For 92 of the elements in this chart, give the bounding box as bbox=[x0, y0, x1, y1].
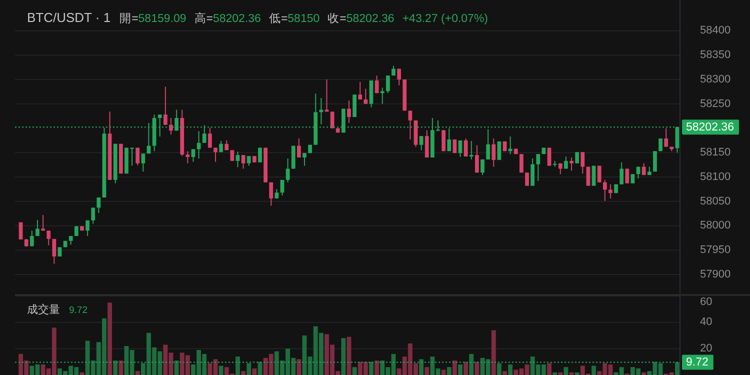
candlestick bbox=[347, 100, 351, 124]
candlestick bbox=[570, 156, 574, 172]
candlestick bbox=[136, 147, 140, 166]
candlestick bbox=[480, 158, 484, 176]
candlestick bbox=[369, 80, 374, 108]
candlestick bbox=[352, 94, 357, 118]
y-tick-label: 20 bbox=[700, 342, 712, 355]
candlestick bbox=[36, 219, 40, 236]
candlestick bbox=[191, 148, 196, 162]
annotation: 9.72 bbox=[69, 305, 88, 316]
annotation: 低=58150 bbox=[268, 12, 320, 25]
candlestick bbox=[246, 156, 251, 166]
candlestick bbox=[592, 165, 596, 186]
y-tick-label: 58350 bbox=[700, 49, 731, 61]
candlestick bbox=[236, 151, 240, 168]
candlestick bbox=[625, 168, 630, 184]
candlestick bbox=[296, 138, 301, 158]
annotation: 收=58202.36 bbox=[328, 12, 394, 25]
candlestick bbox=[525, 172, 529, 186]
candlestick bbox=[186, 150, 190, 164]
y-tick-label: 58100 bbox=[700, 170, 731, 183]
candlestick bbox=[30, 230, 34, 247]
candlestick bbox=[86, 220, 90, 236]
annotation: 高=58202.36 bbox=[194, 11, 261, 25]
candlestick bbox=[380, 87, 384, 104]
candlestick bbox=[630, 174, 635, 184]
candlestick bbox=[475, 144, 479, 174]
candlestick bbox=[214, 147, 218, 162]
candlestick bbox=[324, 78, 329, 112]
candlestick bbox=[141, 153, 146, 172]
candlestick bbox=[580, 152, 585, 174]
ref-line-label: 9.72 bbox=[686, 356, 708, 369]
candlestick bbox=[564, 156, 568, 170]
candlestick bbox=[442, 130, 446, 152]
candlestick bbox=[374, 75, 379, 94]
candlestick bbox=[508, 136, 512, 155]
candlestick bbox=[469, 140, 474, 160]
y-tick-label: 58400 bbox=[700, 24, 731, 37]
candlestick bbox=[586, 166, 590, 186]
candlestick bbox=[302, 152, 306, 166]
candlestick bbox=[547, 147, 552, 166]
text: BTC/USDT · 1 bbox=[27, 10, 111, 25]
candlestick bbox=[330, 111, 334, 129]
candlestick bbox=[319, 98, 324, 125]
y-tick-label: 57950 bbox=[700, 244, 731, 256]
candlestick bbox=[575, 152, 580, 164]
candlestick bbox=[602, 179, 607, 202]
y-tick-label: 58300 bbox=[700, 73, 731, 86]
ref-line-label: 58202.36 bbox=[686, 122, 734, 134]
text: 成交量 bbox=[27, 303, 60, 316]
candlestick bbox=[497, 140, 502, 160]
y-tick-label: 58050 bbox=[700, 195, 731, 208]
candlestick bbox=[653, 150, 657, 172]
candlestick bbox=[241, 154, 246, 170]
candlestick bbox=[520, 154, 524, 174]
candlestick bbox=[419, 136, 424, 151]
candlestick bbox=[208, 127, 212, 148]
candlestick bbox=[536, 154, 540, 182]
candlestick bbox=[358, 81, 362, 100]
candlestick bbox=[464, 138, 468, 158]
annotation: +43.27 (+0.07%) bbox=[402, 13, 488, 25]
y-tick-label: 58150 bbox=[700, 146, 731, 159]
candlestick bbox=[424, 130, 429, 158]
candlestick bbox=[58, 246, 62, 257]
candlestick bbox=[230, 150, 234, 162]
candlestick bbox=[492, 138, 496, 168]
candlestick bbox=[74, 226, 78, 236]
candlestick bbox=[620, 162, 624, 185]
candlestick bbox=[286, 158, 290, 183]
y-tick-label: 57900 bbox=[700, 268, 731, 280]
candlestick bbox=[597, 165, 602, 183]
y-tick-label: 60 bbox=[700, 296, 712, 308]
y-tick-label: 58000 bbox=[700, 220, 731, 232]
candlestick bbox=[397, 68, 402, 86]
candlestick bbox=[386, 75, 390, 94]
candlestick bbox=[530, 158, 535, 186]
candlestick bbox=[96, 196, 101, 214]
candlestick bbox=[274, 188, 279, 199]
candlestick bbox=[41, 214, 45, 232]
candlestick bbox=[46, 230, 51, 246]
candlestick bbox=[269, 182, 274, 206]
candlestick bbox=[91, 207, 96, 224]
candlestick bbox=[408, 110, 412, 140]
y-tick-label: 40 bbox=[700, 316, 712, 328]
candlestick bbox=[364, 88, 368, 104]
annotation: 開=58159.09 bbox=[120, 12, 186, 25]
candlestick bbox=[664, 128, 668, 148]
candlestick bbox=[636, 166, 640, 179]
candlestick bbox=[52, 238, 56, 264]
y-tick-label: 58250 bbox=[700, 98, 731, 110]
candlestick bbox=[608, 184, 612, 199]
candlestick bbox=[163, 86, 168, 126]
